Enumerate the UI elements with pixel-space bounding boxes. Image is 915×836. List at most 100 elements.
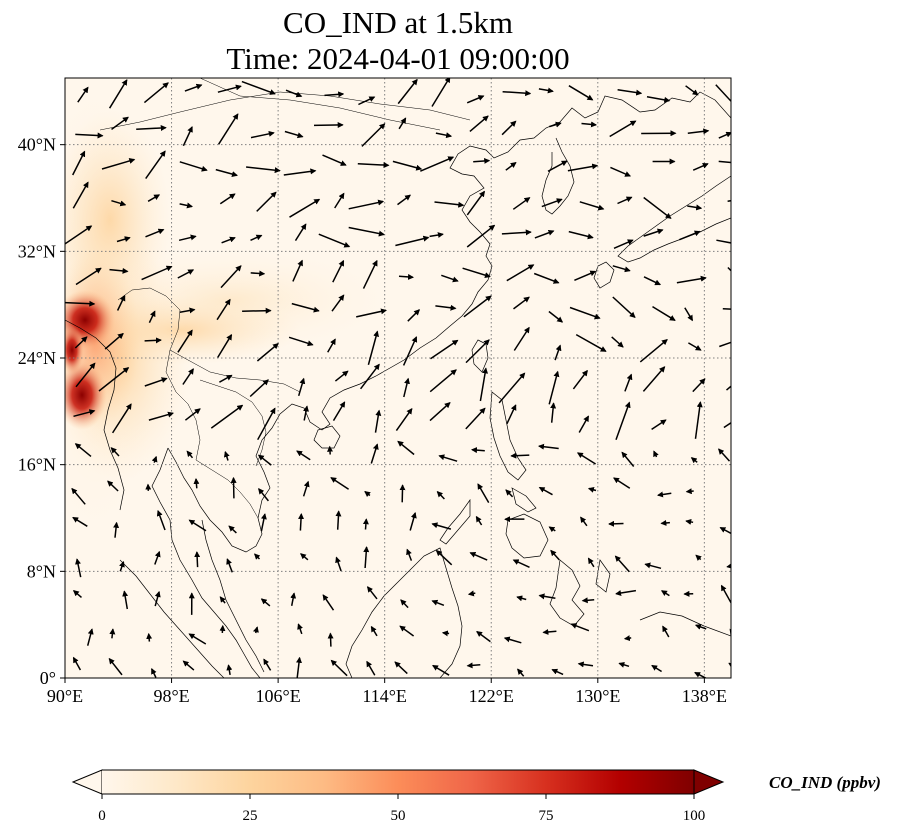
wind-arrow-293	[370, 625, 378, 637]
wind-arrow-289	[219, 624, 226, 633]
wind-arrow-226	[685, 488, 694, 495]
wind-arrow-143	[430, 339, 459, 360]
lat-tick-label-16: 16°N	[18, 455, 56, 475]
wind-arrow-300	[623, 635, 632, 642]
wind-arrow-224	[613, 477, 631, 489]
wind-vectors	[65, 78, 738, 678]
wind-arrow-260	[550, 549, 560, 561]
wind-arrow-164	[498, 372, 526, 404]
wind-arrow-196	[296, 450, 311, 461]
wind-arrow-121	[331, 294, 345, 312]
wind-arrow-9	[397, 78, 418, 105]
wind-arrow-221	[505, 489, 514, 498]
lat-tick-label-8: 8°N	[27, 561, 56, 581]
wind-arrow-16	[646, 96, 671, 103]
wind-arrow-171	[73, 409, 96, 418]
wind-arrow-175	[210, 404, 244, 429]
wind-arrow-125	[463, 295, 492, 318]
wind-arrow-174	[184, 408, 201, 421]
wind-arrow-179	[374, 409, 382, 433]
wind-arrow-130	[652, 305, 676, 321]
wind-arrow-187	[651, 419, 667, 431]
wind-arrow-160	[360, 363, 380, 390]
wind-arrow-169	[692, 378, 706, 393]
field-hotspot-mid	[65, 325, 84, 375]
coast-sumatra	[119, 559, 225, 678]
colorbar-ticks: 0 25 50 75 100	[98, 794, 705, 824]
lon-tick-label-114: 114°E	[362, 686, 407, 706]
wind-arrow-298	[542, 628, 557, 635]
wind-arrow-104	[398, 273, 414, 280]
wind-arrow-144	[465, 339, 490, 364]
wind-arrow-238	[431, 522, 452, 530]
wind-arrow-2	[143, 82, 169, 104]
wind-arrow-92	[643, 228, 664, 237]
wind-arrow-290	[253, 626, 259, 634]
wind-arrow-66	[397, 194, 412, 206]
wind-arrow-108	[533, 272, 560, 284]
wind-arrow-262	[614, 555, 630, 573]
wind-arrow-296	[476, 630, 491, 643]
colorbar: 0 25 50 75 100 CO_IND (ppbv)	[71, 769, 881, 824]
wind-arrow-180	[395, 407, 413, 432]
wind-arrow-285	[86, 628, 94, 646]
wind-arrow-227	[734, 483, 738, 490]
coast-new-guinea	[639, 611, 731, 637]
wind-arrow-154	[144, 377, 168, 387]
wind-arrow-71	[579, 201, 605, 211]
wind-arrow-19	[75, 132, 104, 139]
wind-arrow-155	[182, 368, 194, 385]
wind-arrow-123	[407, 309, 421, 322]
wind-arrow-45	[322, 154, 347, 166]
wind-arrow-103	[362, 259, 378, 289]
lat-tick-label-32: 32°N	[18, 241, 56, 261]
wind-arrow-33	[581, 121, 597, 128]
wind-arrow-34	[609, 120, 637, 138]
wind-arrow-236	[362, 518, 369, 530]
wind-arrow-295	[441, 630, 450, 637]
wind-arrow-216	[330, 477, 350, 490]
wind-arrow-40	[145, 150, 166, 180]
wind-arrow-11	[466, 95, 485, 104]
wind-arrow-150	[688, 342, 702, 351]
wind-arrow-265	[726, 562, 731, 569]
wind-arrow-239	[475, 515, 483, 526]
wind-arrow-309	[263, 658, 272, 671]
wind-arrow-292	[327, 632, 334, 647]
wind-arrow-3	[184, 83, 203, 92]
wind-arrow-100	[250, 270, 266, 277]
wind-arrow-264	[695, 554, 702, 561]
wind-arrow-315	[466, 662, 481, 669]
wind-arrow-21	[136, 124, 167, 131]
wind-arrow-162	[429, 369, 457, 393]
wind-arrow-222	[538, 486, 553, 496]
wind-arrow-193	[186, 450, 194, 459]
wind-arrow-301	[662, 625, 670, 638]
wind-arrow-254	[335, 556, 342, 572]
coast-bay-of-bengal	[65, 319, 125, 511]
wind-arrow-172	[111, 403, 132, 434]
plot-frame	[64, 77, 732, 679]
wind-arrow-98	[177, 269, 195, 279]
longitude-ticks: 90°E 98°E 106°E 114°E 122°E 130°E 138°E	[47, 678, 727, 706]
wind-arrow-85	[395, 235, 430, 247]
colorbar-label: CO_IND (ppbv)	[769, 773, 881, 792]
wind-arrow-176	[257, 407, 276, 441]
wind-arrow-183	[506, 404, 517, 425]
wind-arrow-105	[441, 274, 459, 283]
wind-arrow-109	[574, 270, 597, 281]
wind-arrow-245	[685, 518, 694, 525]
wind-arrow-308	[226, 664, 233, 676]
wind-arrow-27	[361, 123, 386, 147]
wind-arrow-195	[257, 454, 272, 466]
wind-arrow-152	[75, 362, 96, 388]
colorbar-tick-label-100: 100	[683, 808, 706, 824]
wind-arrow-316	[517, 668, 525, 677]
wind-arrow-311	[330, 659, 348, 677]
wind-arrow-46	[357, 162, 390, 169]
wind-arrow-26	[313, 121, 344, 128]
wind-arrow-281	[615, 589, 637, 596]
wind-arrow-129	[612, 296, 636, 318]
wind-arrow-275	[400, 599, 409, 609]
